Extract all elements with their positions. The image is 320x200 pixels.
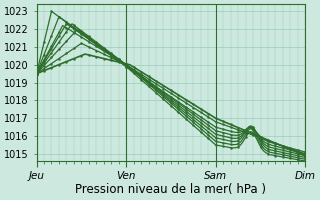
X-axis label: Pression niveau de la mer( hPa ): Pression niveau de la mer( hPa ) xyxy=(76,183,267,196)
